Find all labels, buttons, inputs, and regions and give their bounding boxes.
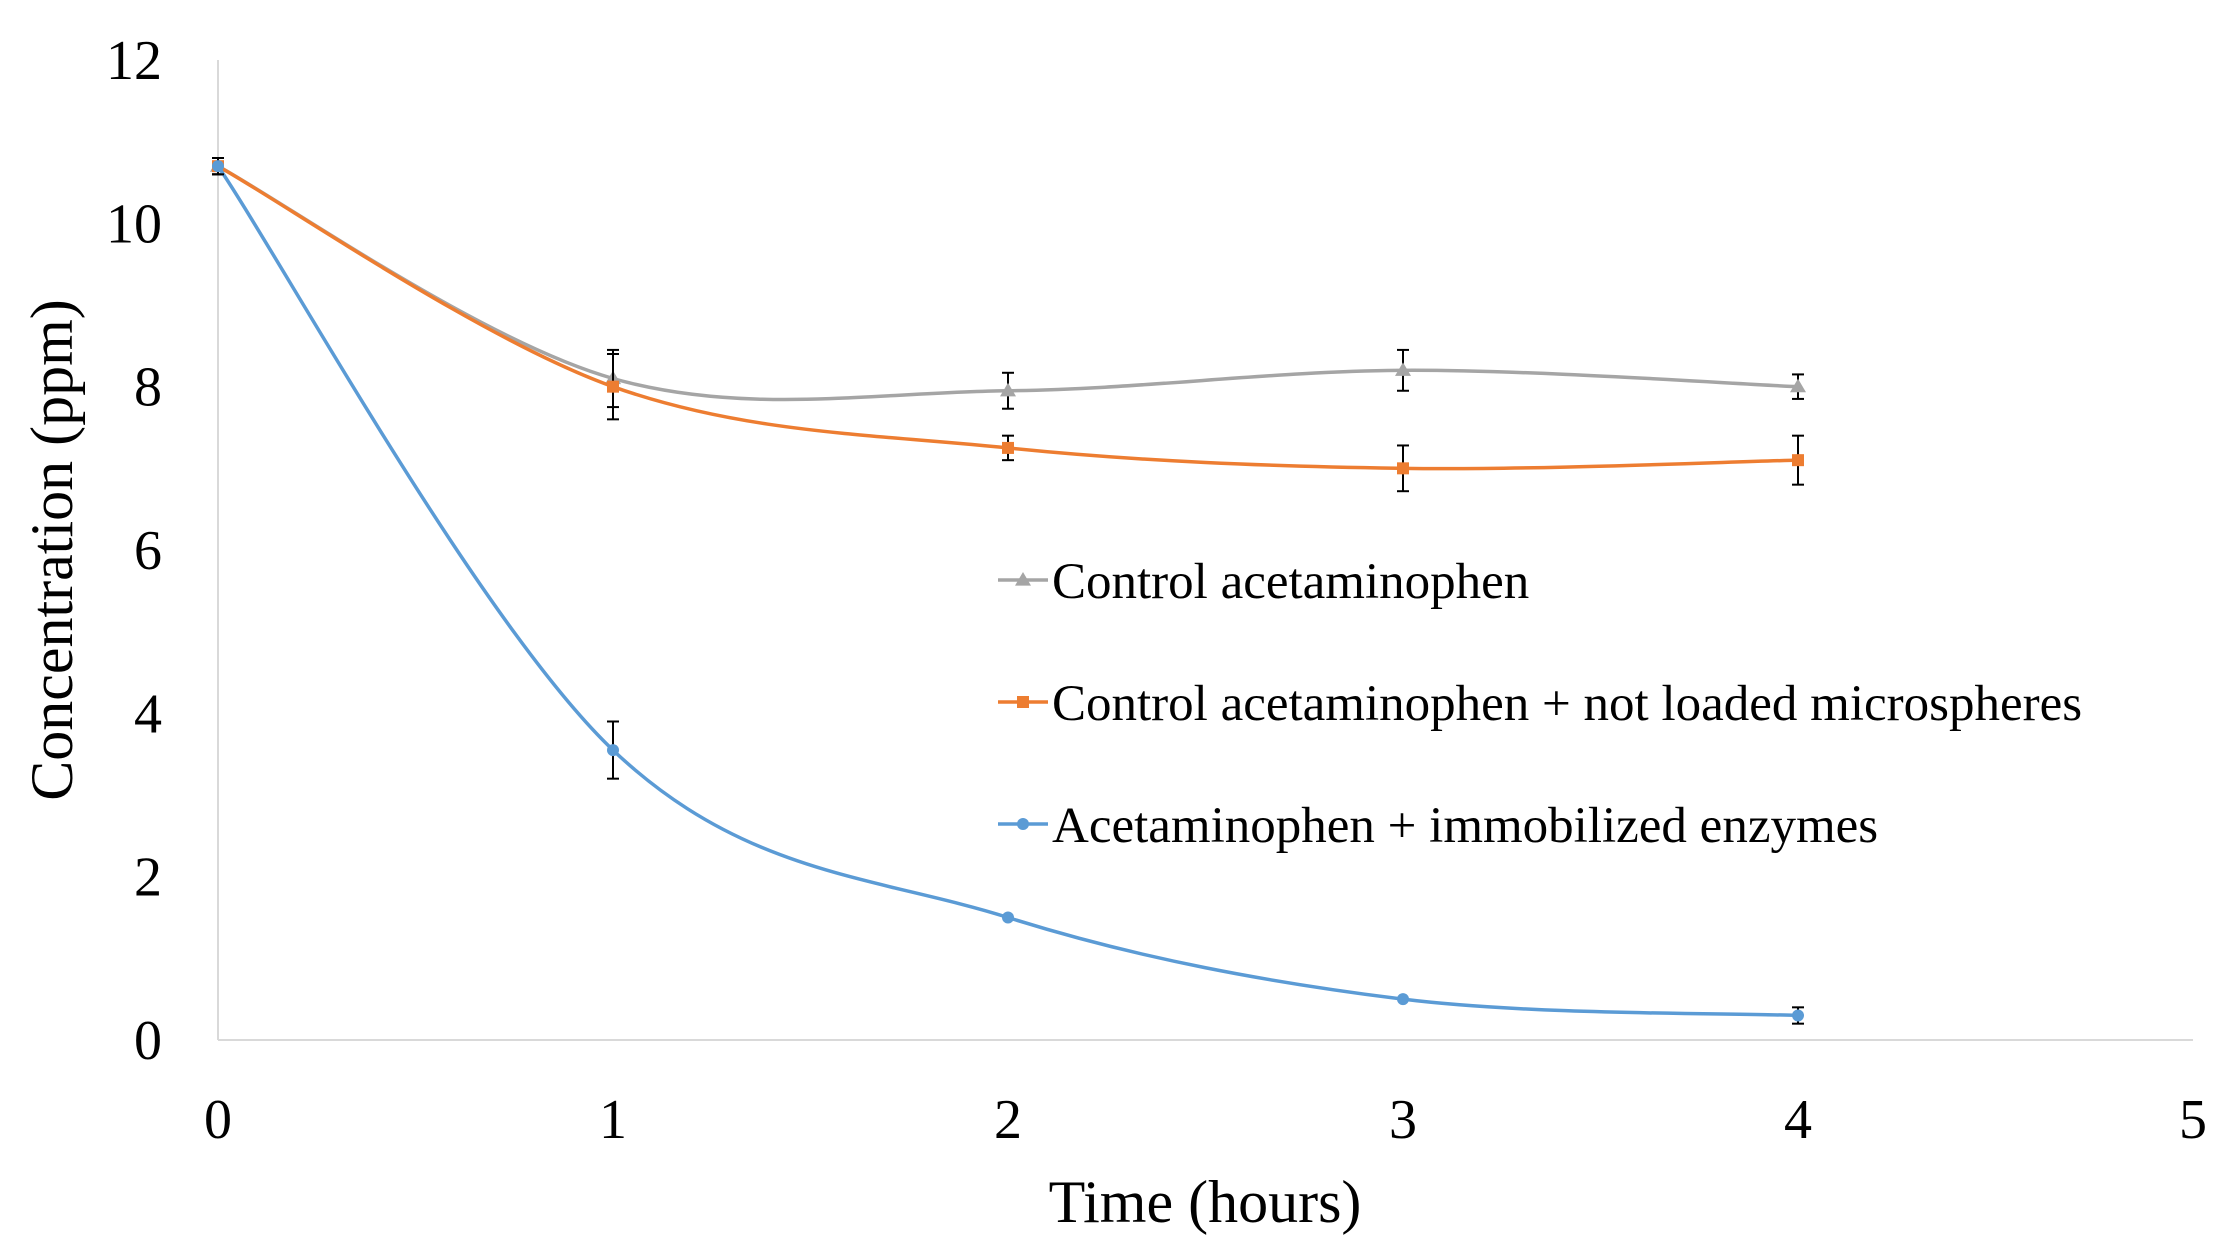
y-tick-labels: 0 2 4 6 8 10 12 (106, 30, 162, 1072)
y-tick-label: 0 (134, 1010, 162, 1072)
axes (217, 60, 2193, 1041)
data-point (1790, 378, 1806, 393)
x-tick-label: 1 (599, 1089, 627, 1151)
series-line (217, 164, 1799, 402)
x-tick-label: 5 (2179, 1089, 2207, 1151)
legend-item: Acetaminophen + immobilized enzymes (998, 798, 1878, 854)
data-point (1792, 454, 1804, 467)
legend-label: Control acetaminophen + not loaded micro… (1052, 676, 2082, 732)
y-tick-label: 10 (106, 193, 162, 255)
legend-marker (1017, 818, 1029, 830)
legend-marker (1017, 696, 1029, 708)
series-1 (210, 157, 1806, 410)
legend-marker (1015, 572, 1031, 586)
data-point (1002, 911, 1014, 924)
y-tick-label: 12 (106, 30, 162, 92)
x-tick-label: 4 (1784, 1089, 1812, 1151)
data-point (1397, 993, 1409, 1006)
legend-item: Control acetaminophen + not loaded micro… (998, 676, 2082, 732)
y-tick-label: 4 (134, 683, 162, 745)
data-point (607, 380, 619, 393)
x-tick-label: 2 (994, 1089, 1022, 1151)
legend-item: Control acetaminophen (998, 554, 1529, 610)
x-tick-labels: 0 1 2 3 4 5 (204, 1089, 2207, 1151)
legend-label: Acetaminophen + immobilized enzymes (1052, 798, 1878, 854)
data-point (1395, 362, 1411, 376)
x-tick-label: 0 (204, 1089, 232, 1151)
y-tick-label: 2 (134, 847, 162, 909)
data-point (1000, 382, 1016, 397)
legend: Control acetaminophen Control acetaminoph… (998, 554, 2082, 854)
data-point (1792, 1009, 1804, 1022)
series-line (217, 164, 1799, 471)
y-tick-label: 8 (134, 357, 162, 419)
y-tick-label: 6 (134, 520, 162, 582)
legend-label: Control acetaminophen (1052, 554, 1529, 610)
data-point (212, 160, 224, 173)
x-axis-title: Time (hours) (1049, 1169, 1362, 1235)
y-axis-title: Concentration (ppm) (19, 299, 85, 801)
series-3 (212, 157, 1804, 1025)
data-point (1397, 462, 1409, 475)
x-tick-label: 3 (1389, 1089, 1417, 1151)
series-2 (212, 157, 1804, 493)
data-point (1002, 441, 1014, 454)
series-layer (210, 157, 1806, 1025)
series-line (216, 165, 1799, 1018)
data-point (607, 744, 619, 757)
